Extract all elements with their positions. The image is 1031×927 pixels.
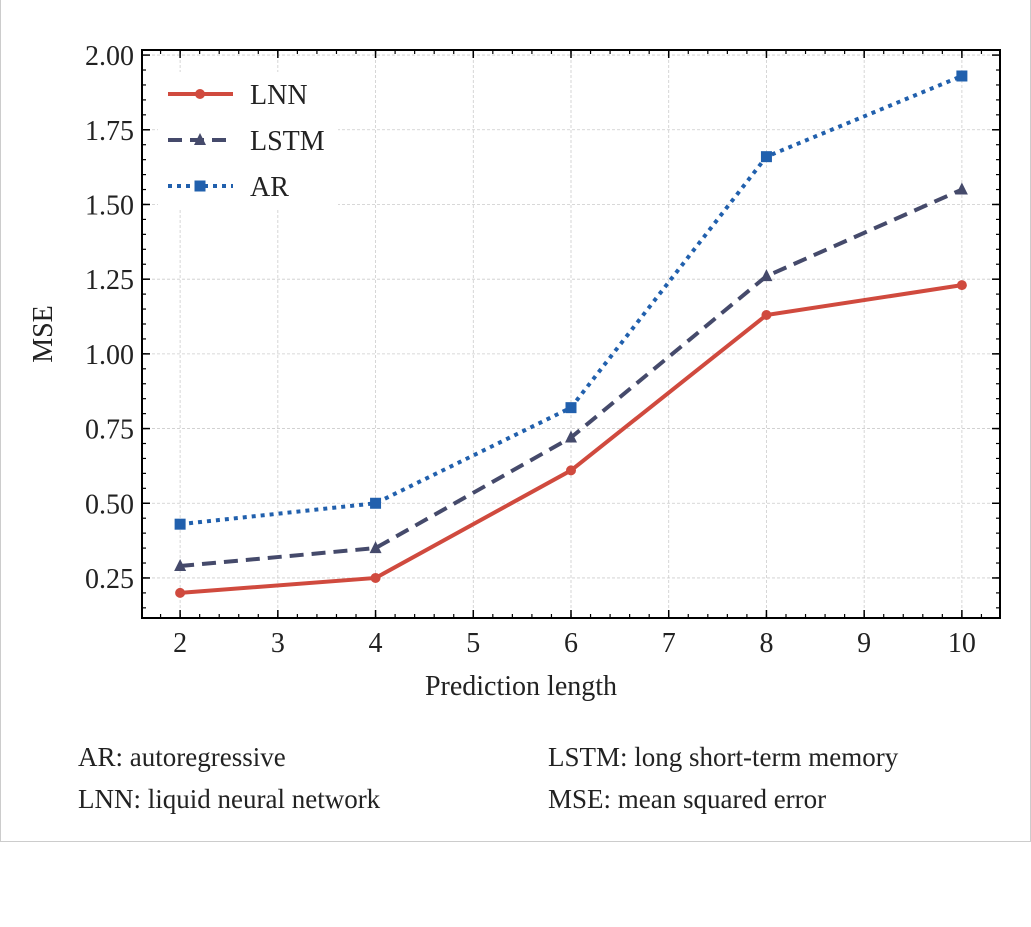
footnote-lnn: LNN: liquid neural network (78, 784, 381, 814)
circle-marker (370, 572, 381, 583)
x-tick-label: 10 (948, 628, 976, 659)
series-lstm (174, 182, 968, 572)
circle-marker (175, 587, 186, 598)
footnote-lstm: LSTM: long short-term memory (548, 742, 899, 772)
legend-label: LNN (250, 80, 308, 111)
y-tick-label: 1.25 (85, 265, 134, 296)
legend-item-lstm: LSTM (168, 126, 325, 157)
y-axis-label: MSE (28, 305, 59, 363)
footnote-mse: MSE: mean squared error (548, 784, 827, 814)
y-tick-label: 1.50 (85, 190, 134, 221)
square-marker (194, 180, 206, 192)
y-tick-label: 0.75 (85, 415, 134, 446)
x-tick-label: 9 (857, 628, 871, 659)
plot-frame (141, 49, 1001, 619)
x-tick-label: 4 (369, 628, 383, 659)
square-marker (565, 402, 577, 414)
triangle-marker (194, 133, 206, 145)
y-tick-label: 1.00 (85, 340, 134, 371)
square-marker (760, 151, 772, 163)
footnote-ar: AR: autoregressive (78, 742, 286, 772)
legend-label: LSTM (250, 126, 325, 157)
y-tick-label: 0.25 (85, 564, 134, 595)
triangle-marker (565, 430, 577, 443)
x-tick-label: 6 (564, 628, 578, 659)
circle-marker (761, 310, 772, 321)
legend-item-lnn: LNN (168, 80, 308, 111)
square-marker (370, 497, 382, 509)
x-tick-label: 2 (173, 628, 187, 659)
legend-label: AR (250, 172, 289, 203)
circle-marker (195, 89, 205, 99)
square-marker (956, 70, 968, 82)
y-tick-label: 1.75 (85, 116, 134, 147)
series-lnn (175, 280, 967, 598)
triangle-marker (760, 269, 773, 282)
triangle-marker (955, 182, 968, 195)
x-axis-label: Prediction length (425, 671, 617, 702)
series-ar (174, 70, 968, 530)
x-tick-label: 5 (466, 628, 480, 659)
x-tick-label: 8 (759, 628, 773, 659)
circle-marker (566, 465, 576, 476)
x-tick-label: 3 (271, 628, 285, 659)
legend-item-ar: AR (168, 172, 289, 203)
triangle-marker (369, 541, 382, 554)
y-tick-label: 2.00 (85, 41, 134, 72)
square-marker (174, 518, 186, 530)
x-tick-label: 7 (662, 628, 676, 659)
y-tick-label: 0.50 (85, 489, 134, 520)
circle-marker (956, 280, 967, 291)
triangle-marker (174, 559, 187, 572)
